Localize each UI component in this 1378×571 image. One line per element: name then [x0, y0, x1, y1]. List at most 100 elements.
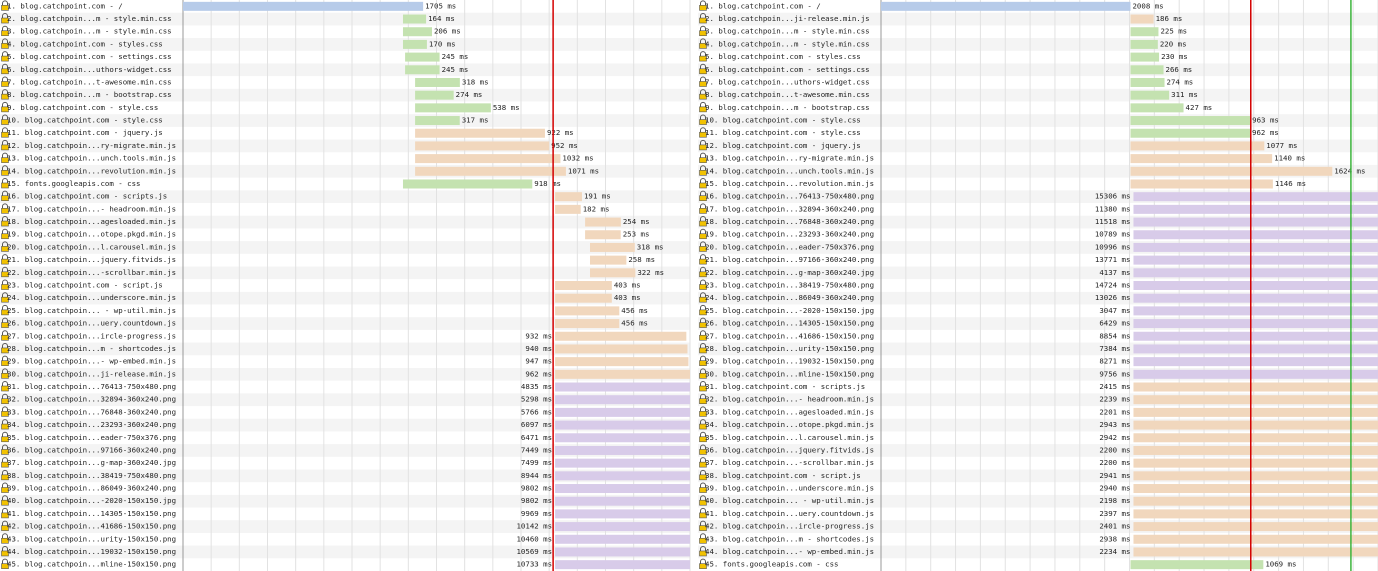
row-label: 13. blog.catchpoin...unch.tools.min.js	[7, 154, 176, 163]
lock-icon	[2, 152, 8, 158]
lock-body	[1, 461, 9, 468]
row-label: 40. blog.catchpoin... - wp-util.min.js	[705, 496, 874, 505]
row-label: 45. blog.catchpoin...mline-150x150.png	[7, 560, 176, 569]
row-label: 1. blog.catchpoint.com - /	[705, 1, 821, 10]
request-bar	[1130, 103, 1184, 113]
lock-icon	[700, 63, 706, 69]
duration-label: 2201 ms	[1099, 407, 1130, 416]
duration-label: 191 ms	[584, 192, 611, 201]
request-bar	[415, 116, 460, 126]
row-stripe	[0, 63, 690, 77]
request-bar	[1130, 166, 1333, 176]
lock-body	[1, 512, 9, 519]
duration-label: 2234 ms	[1099, 547, 1130, 556]
row-label: 25. blog.catchpoin... - wp-util.min.js	[7, 306, 176, 315]
row-stripe	[0, 342, 690, 356]
duration-label: 10460 ms	[516, 534, 552, 543]
row-label: 27. blog.catchpoin...ircle-progress.js	[7, 331, 176, 340]
lock-body	[1, 182, 9, 189]
duration-label: 932 ms	[525, 331, 552, 340]
row-label: 4. blog.catchpoin...m - style.min.css	[705, 39, 870, 48]
row-label: 21. blog.catchpoin...jquery.fitvids.js	[7, 255, 176, 264]
request-bar	[1133, 407, 1378, 417]
duration-label: 538 ms	[493, 103, 520, 112]
request-bar	[1133, 382, 1378, 392]
duration-label: 15306 ms	[1095, 192, 1131, 201]
request-bar	[1133, 433, 1378, 443]
request-bar	[555, 458, 690, 468]
request-bar	[585, 230, 621, 240]
row-label: 29. blog.catchpoin...19032-150x150.png	[705, 357, 874, 366]
lock-body	[699, 499, 707, 506]
row-label: 24. blog.catchpoin...86049-360x240.png	[705, 293, 874, 302]
duration-label: 10733 ms	[516, 560, 552, 569]
request-bar	[555, 445, 690, 455]
lock-icon	[2, 203, 8, 209]
lock-icon	[2, 355, 8, 361]
request-bar	[1133, 395, 1378, 405]
row-label: 7. blog.catchpoin...uthors-widget.css	[705, 77, 870, 86]
lock-body	[699, 68, 707, 75]
duration-label: 311 ms	[1171, 90, 1198, 99]
request-bar	[1133, 522, 1378, 532]
duration-label: 1624 ms	[1334, 166, 1365, 175]
request-bar	[555, 357, 689, 367]
lock-body	[1, 423, 9, 430]
duration-label: 922 ms	[547, 128, 574, 137]
row-label: 6. blog.catchpoint.com - settings.css	[705, 65, 870, 74]
lock-body	[1, 30, 9, 37]
lock-body	[1, 131, 9, 138]
request-bar	[555, 293, 612, 303]
duration-label: 456 ms	[621, 319, 648, 328]
lock-icon	[700, 393, 706, 399]
lock-body	[1, 157, 9, 163]
row-label: 21. blog.catchpoin...97166-360x240.png	[705, 255, 874, 264]
row-stripe	[0, 241, 690, 254]
row-stripe	[0, 12, 690, 26]
lock-body	[699, 360, 707, 366]
duration-label: 2938 ms	[1099, 534, 1130, 543]
lock-icon	[700, 101, 706, 107]
request-bar	[1130, 560, 1264, 570]
request-bar	[555, 534, 690, 544]
lock-body	[699, 220, 707, 227]
lock-body	[699, 436, 707, 443]
lock-body	[1, 271, 9, 278]
row-label: 39. blog.catchpoin...86049-360x240.png	[7, 484, 176, 493]
duration-label: 2397 ms	[1099, 509, 1130, 518]
lock-icon	[2, 139, 8, 145]
lock-icon	[700, 266, 706, 272]
row-label: 30. blog.catchpoin...ji-release.min.js	[7, 369, 176, 378]
duration-label: 182 ms	[583, 204, 610, 213]
lock-icon	[700, 495, 706, 501]
request-bar	[590, 268, 636, 278]
duration-label: 1140 ms	[1274, 154, 1305, 163]
duration-label: 2239 ms	[1099, 395, 1130, 404]
lock-body	[699, 182, 707, 189]
row-label: 36. blog.catchpoin...jquery.fitvids.js	[705, 445, 874, 454]
request-bar	[1130, 14, 1154, 24]
request-bar	[1130, 154, 1273, 164]
request-bar	[1130, 179, 1273, 189]
row-label: 34. blog.catchpoin...otope.pkgd.min.js	[705, 420, 874, 429]
row-stripe	[0, 444, 690, 457]
duration-label: 8854 ms	[1099, 331, 1130, 340]
row-label: 34. blog.catchpoin...23293-360x240.png	[7, 420, 176, 429]
lock-icon	[2, 482, 8, 488]
lock-icon	[700, 304, 706, 310]
request-bar	[415, 90, 454, 100]
row-label: 28. blog.catchpoin...m - shortcodes.js	[7, 344, 176, 353]
lock-icon	[700, 38, 706, 44]
row-label: 15. fonts.googleapis.com - css	[7, 179, 141, 188]
lock-body	[1, 220, 9, 227]
lock-body	[1, 322, 9, 328]
row-stripe	[0, 215, 690, 229]
lock-body	[699, 271, 707, 278]
duration-label: 947 ms	[525, 357, 552, 366]
lock-body	[1, 68, 9, 75]
lock-icon	[700, 330, 706, 336]
lock-body	[1, 487, 9, 493]
request-bar	[555, 420, 690, 430]
lock-icon	[700, 152, 706, 158]
